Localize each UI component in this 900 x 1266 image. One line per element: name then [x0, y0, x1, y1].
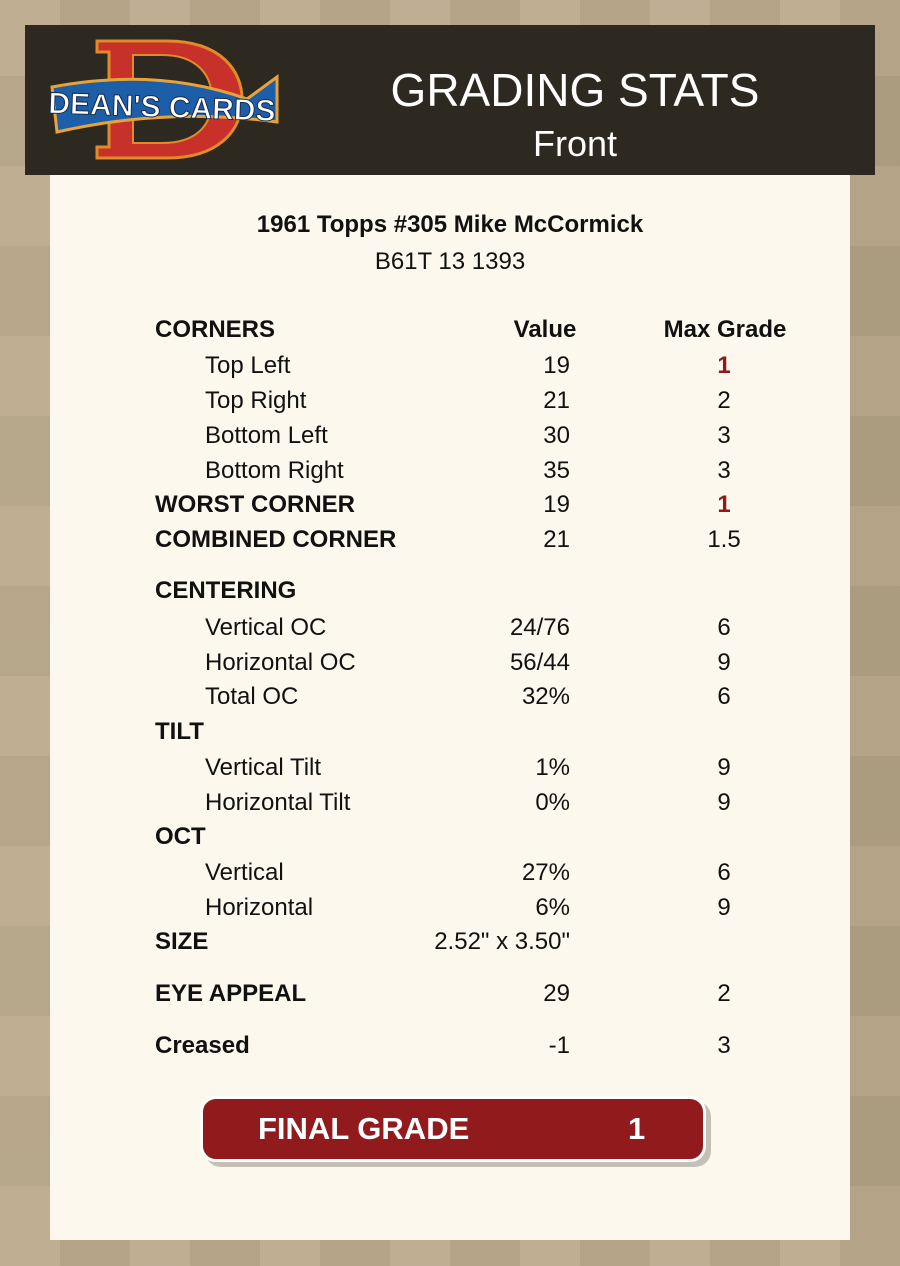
row-value: 56/44 [509, 649, 570, 676]
table-row: CORNERS [0, 316, 900, 346]
row-value: 19 [543, 352, 570, 379]
row-max-grade: 1 [717, 352, 731, 379]
table-row: EYE APPEAL 29 2 [0, 980, 900, 1010]
header: DEAN'S CARDS GRADING STATS Front [25, 25, 875, 175]
stats-panel [50, 175, 850, 1240]
table-row: Bottom Left 30 3 [0, 422, 900, 452]
card-name: 1961 Topps #305 Mike McCormick [256, 211, 644, 238]
row-label: Horizontal [205, 894, 314, 921]
row-value: 35 [543, 457, 570, 484]
row-value: 32% [521, 683, 570, 710]
row-max-grade: 9 [717, 649, 731, 676]
row-max-grade: 6 [717, 614, 731, 641]
row-value: 30 [543, 422, 570, 449]
row-max-grade: 1.5 [707, 526, 741, 553]
table-row: OCT [0, 823, 900, 853]
table-row: Top Left 19 1 [0, 352, 900, 382]
table-row: Vertical 27% 6 [0, 859, 900, 889]
row-label: Vertical OC [205, 614, 327, 641]
row-label: SIZE [155, 928, 209, 955]
table-row: Total OC 32% 6 [0, 683, 900, 713]
row-value: 1% [535, 754, 570, 781]
page-title: GRADING STATS [390, 64, 760, 116]
row-max-grade: 6 [717, 859, 731, 886]
column-header-value: Value [513, 316, 577, 343]
row-max-grade: 1 [717, 491, 731, 518]
row-label: TILT [155, 718, 204, 745]
row-value: 21 [543, 387, 570, 414]
row-label: Top Right [205, 387, 307, 414]
row-label: Total OC [205, 683, 299, 710]
row-value: 6% [535, 894, 570, 921]
table-row: WORST CORNER 19 1 [0, 491, 900, 521]
deans-cards-logo: DEAN'S CARDS [47, 39, 279, 160]
row-value: 29 [543, 980, 570, 1007]
table-row: TILT [0, 718, 900, 748]
row-label: CORNERS [155, 316, 276, 343]
row-max-grade: 9 [717, 894, 731, 921]
row-label: Creased [155, 1032, 250, 1059]
final-grade-banner: FINAL GRADE 1 [200, 1096, 706, 1162]
table-row: COMBINED CORNER 21 1.5 [0, 526, 900, 556]
table-row: SIZE 2.52" x 3.50" [0, 928, 900, 958]
row-max-grade: 9 [717, 754, 731, 781]
row-label: Horizontal OC [205, 649, 356, 676]
row-max-grade: 9 [717, 789, 731, 816]
column-header-max-grade: Max Grade [663, 316, 787, 343]
final-grade-label: FINAL GRADE [258, 1111, 470, 1146]
row-max-grade: 2 [717, 387, 731, 414]
row-label: Vertical Tilt [205, 754, 322, 781]
row-value: 27% [521, 859, 570, 886]
table-row: Horizontal Tilt 0% 9 [0, 789, 900, 819]
row-label: WORST CORNER [155, 491, 355, 518]
row-label: EYE APPEAL [155, 980, 307, 1007]
table-header: Value Max Grade [0, 316, 900, 346]
row-label: Top Left [205, 352, 291, 379]
row-max-grade: 3 [717, 422, 731, 449]
table-row: Horizontal 6% 9 [0, 894, 900, 924]
row-label: Bottom Left [205, 422, 328, 449]
table-row: Horizontal OC 56/44 9 [0, 649, 900, 679]
final-grade-value: 1 [628, 1111, 646, 1146]
row-label: Horizontal Tilt [205, 789, 351, 816]
table-row: Creased -1 3 [0, 1032, 900, 1062]
svg-text:DEAN'S CARDS: DEAN'S CARDS [48, 87, 276, 128]
table-row: Bottom Right 35 3 [0, 457, 900, 487]
table-row: CENTERING [0, 577, 900, 607]
row-max-grade: 2 [717, 980, 731, 1007]
table-row: Vertical Tilt 1% 9 [0, 754, 900, 784]
row-value: 2.52" x 3.50" [434, 928, 570, 955]
row-label: Bottom Right [205, 457, 344, 484]
table-row: Vertical OC 24/76 6 [0, 614, 900, 644]
cert-number: B61T 13 1393 [374, 248, 526, 275]
row-value: -1 [548, 1032, 570, 1059]
row-label: COMBINED CORNER [155, 526, 397, 553]
row-max-grade: 3 [717, 457, 731, 484]
row-value: 19 [543, 491, 570, 518]
row-max-grade: 6 [717, 683, 731, 710]
row-max-grade: 3 [717, 1032, 731, 1059]
row-label: OCT [155, 823, 206, 850]
row-value: 0% [535, 789, 570, 816]
table-row: Top Right 21 2 [0, 387, 900, 417]
page-subtitle: Front [532, 123, 618, 164]
row-label: Vertical [205, 859, 284, 886]
row-value: 24/76 [509, 614, 570, 641]
row-label: CENTERING [155, 577, 297, 604]
row-value: 21 [543, 526, 570, 553]
